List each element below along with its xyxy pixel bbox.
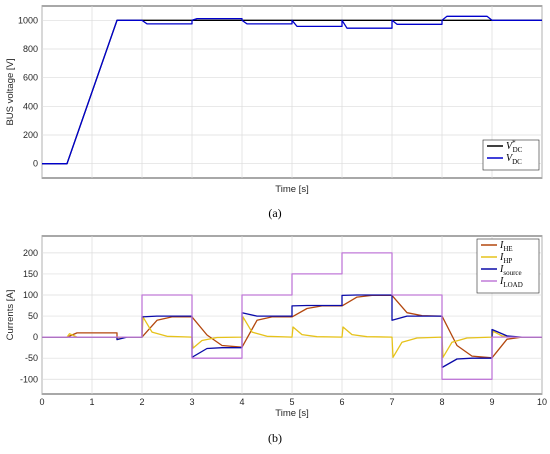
legend-entry: Isource [499,264,522,277]
x-tick-label: 6 [339,397,344,407]
series-line-isource [42,294,542,369]
y-tick-label: 800 [23,44,38,54]
legend-entry: ILOAD [499,276,523,289]
y-tick-label: 0 [33,159,38,169]
currents-y-label: Currents [A] [5,290,16,341]
y-tick-label: -50 [25,353,38,363]
legend-box [482,139,540,171]
voltage-x-label: Time [s] [275,184,308,195]
x-tick-label: 10 [537,397,547,407]
x-tick-label: 4 [239,397,244,407]
currents-x-ticks: 0 1 2 3 4 5 6 7 8 9 10 [39,397,547,407]
y-tick-label: -100 [20,374,38,384]
x-tick-label: 9 [489,397,494,407]
caption-a: (a) [268,206,281,220]
y-tick-label: 200 [23,248,38,258]
x-tick-label: 8 [439,397,444,407]
y-tick-label: 100 [23,290,38,300]
currents-chart: -100 -50 0 50 100 150 200 0 1 2 3 4 5 6 7 8 9 10 Time [s… [5,235,547,445]
y-tick-label: 400 [23,101,38,111]
legend-entry: VDC [506,153,522,166]
legend-entry: IHP [499,252,512,265]
y-tick-label: 150 [23,269,38,279]
voltage-grid [41,6,543,178]
voltage-y-label: BUS voltage [V] [5,58,16,125]
y-tick-label: 1000 [18,15,38,25]
y-tick-label: 600 [23,73,38,83]
voltage-y-ticks: 0 200 400 600 800 1000 [18,15,38,168]
caption-b: (b) [268,431,282,445]
currents-y-ticks: -100 -50 0 50 100 150 200 [20,248,38,384]
y-tick-label: 200 [23,130,38,140]
series-line-iload [42,252,542,380]
x-tick-label: 1 [89,397,94,407]
y-tick-label: 0 [33,332,38,342]
voltage-series-lines [42,15,542,165]
legend-box [476,238,540,294]
y-tick-label: 50 [28,311,38,321]
currents-series-lines [42,252,542,380]
x-tick-label: 0 [39,397,44,407]
x-tick-label: 5 [289,397,294,407]
x-tick-label: 7 [389,397,394,407]
x-tick-label: 2 [139,397,144,407]
legend-entry: V* DC [506,139,523,154]
legend-entry: IHE [499,240,513,253]
voltage-chart: 0 200 400 600 800 1000 Time [s] BUS voltage [… [5,5,543,220]
currents-x-label: Time [s] [275,408,308,419]
series-line-vdc [42,15,542,165]
x-tick-label: 3 [189,397,194,407]
